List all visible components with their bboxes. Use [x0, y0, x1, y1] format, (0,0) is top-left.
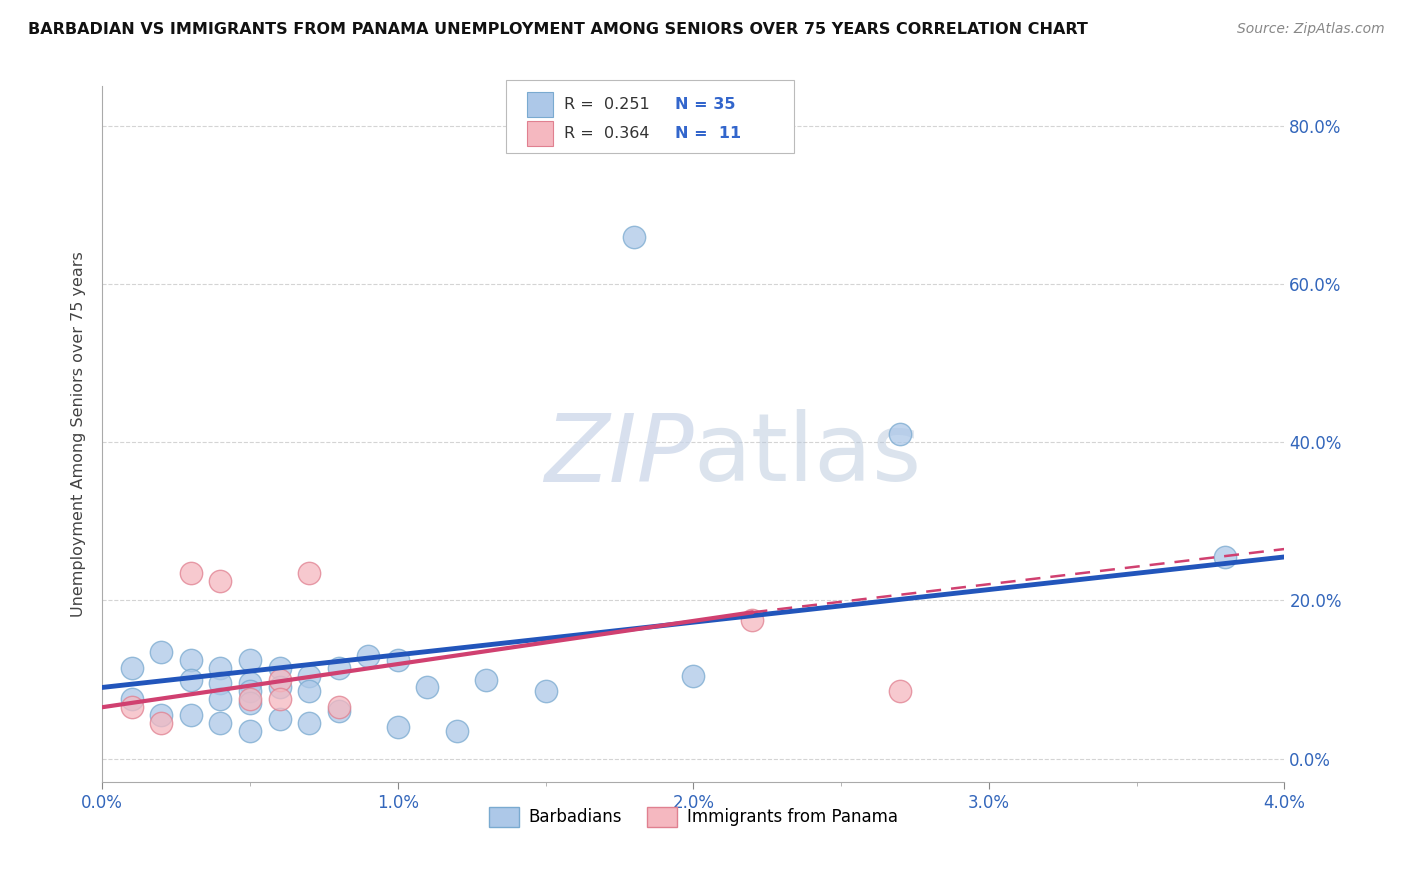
- Point: [534, 684, 557, 698]
- Point: [180, 653, 202, 667]
- Point: [416, 681, 439, 695]
- Point: [298, 684, 321, 698]
- Point: [387, 720, 409, 734]
- Point: [269, 661, 291, 675]
- Legend: Barbadians, Immigrants from Panama: Barbadians, Immigrants from Panama: [482, 801, 904, 833]
- Point: [328, 704, 350, 718]
- Point: [269, 712, 291, 726]
- Point: [269, 673, 291, 687]
- Point: [121, 661, 143, 675]
- Point: [180, 566, 202, 580]
- Text: atlas: atlas: [693, 409, 921, 501]
- Text: BARBADIAN VS IMMIGRANTS FROM PANAMA UNEMPLOYMENT AMONG SENIORS OVER 75 YEARS COR: BARBADIAN VS IMMIGRANTS FROM PANAMA UNEM…: [28, 22, 1088, 37]
- Point: [328, 661, 350, 675]
- Y-axis label: Unemployment Among Seniors over 75 years: Unemployment Among Seniors over 75 years: [72, 252, 86, 617]
- Point: [239, 723, 262, 738]
- Point: [446, 723, 468, 738]
- Point: [623, 229, 645, 244]
- Point: [239, 653, 262, 667]
- Point: [357, 648, 380, 663]
- Point: [121, 692, 143, 706]
- Point: [328, 700, 350, 714]
- Point: [209, 661, 232, 675]
- Text: ZIP: ZIP: [544, 409, 693, 500]
- Text: R =  0.364: R = 0.364: [564, 127, 650, 141]
- Point: [209, 692, 232, 706]
- Point: [741, 613, 763, 627]
- Point: [150, 708, 173, 723]
- Text: Source: ZipAtlas.com: Source: ZipAtlas.com: [1237, 22, 1385, 37]
- Point: [682, 668, 704, 682]
- Point: [180, 708, 202, 723]
- Point: [239, 684, 262, 698]
- Point: [150, 645, 173, 659]
- Point: [298, 668, 321, 682]
- Point: [209, 574, 232, 588]
- Point: [889, 684, 911, 698]
- Point: [298, 716, 321, 731]
- Text: R =  0.251: R = 0.251: [564, 97, 650, 112]
- Point: [269, 692, 291, 706]
- Point: [180, 673, 202, 687]
- Point: [239, 676, 262, 690]
- Point: [239, 696, 262, 710]
- Point: [209, 676, 232, 690]
- Text: N =  11: N = 11: [675, 127, 741, 141]
- Point: [269, 681, 291, 695]
- Point: [387, 653, 409, 667]
- Point: [209, 716, 232, 731]
- Point: [889, 427, 911, 442]
- Point: [121, 700, 143, 714]
- Point: [1213, 549, 1236, 564]
- Point: [150, 716, 173, 731]
- Point: [239, 692, 262, 706]
- Point: [475, 673, 498, 687]
- Point: [298, 566, 321, 580]
- Text: N = 35: N = 35: [675, 97, 735, 112]
